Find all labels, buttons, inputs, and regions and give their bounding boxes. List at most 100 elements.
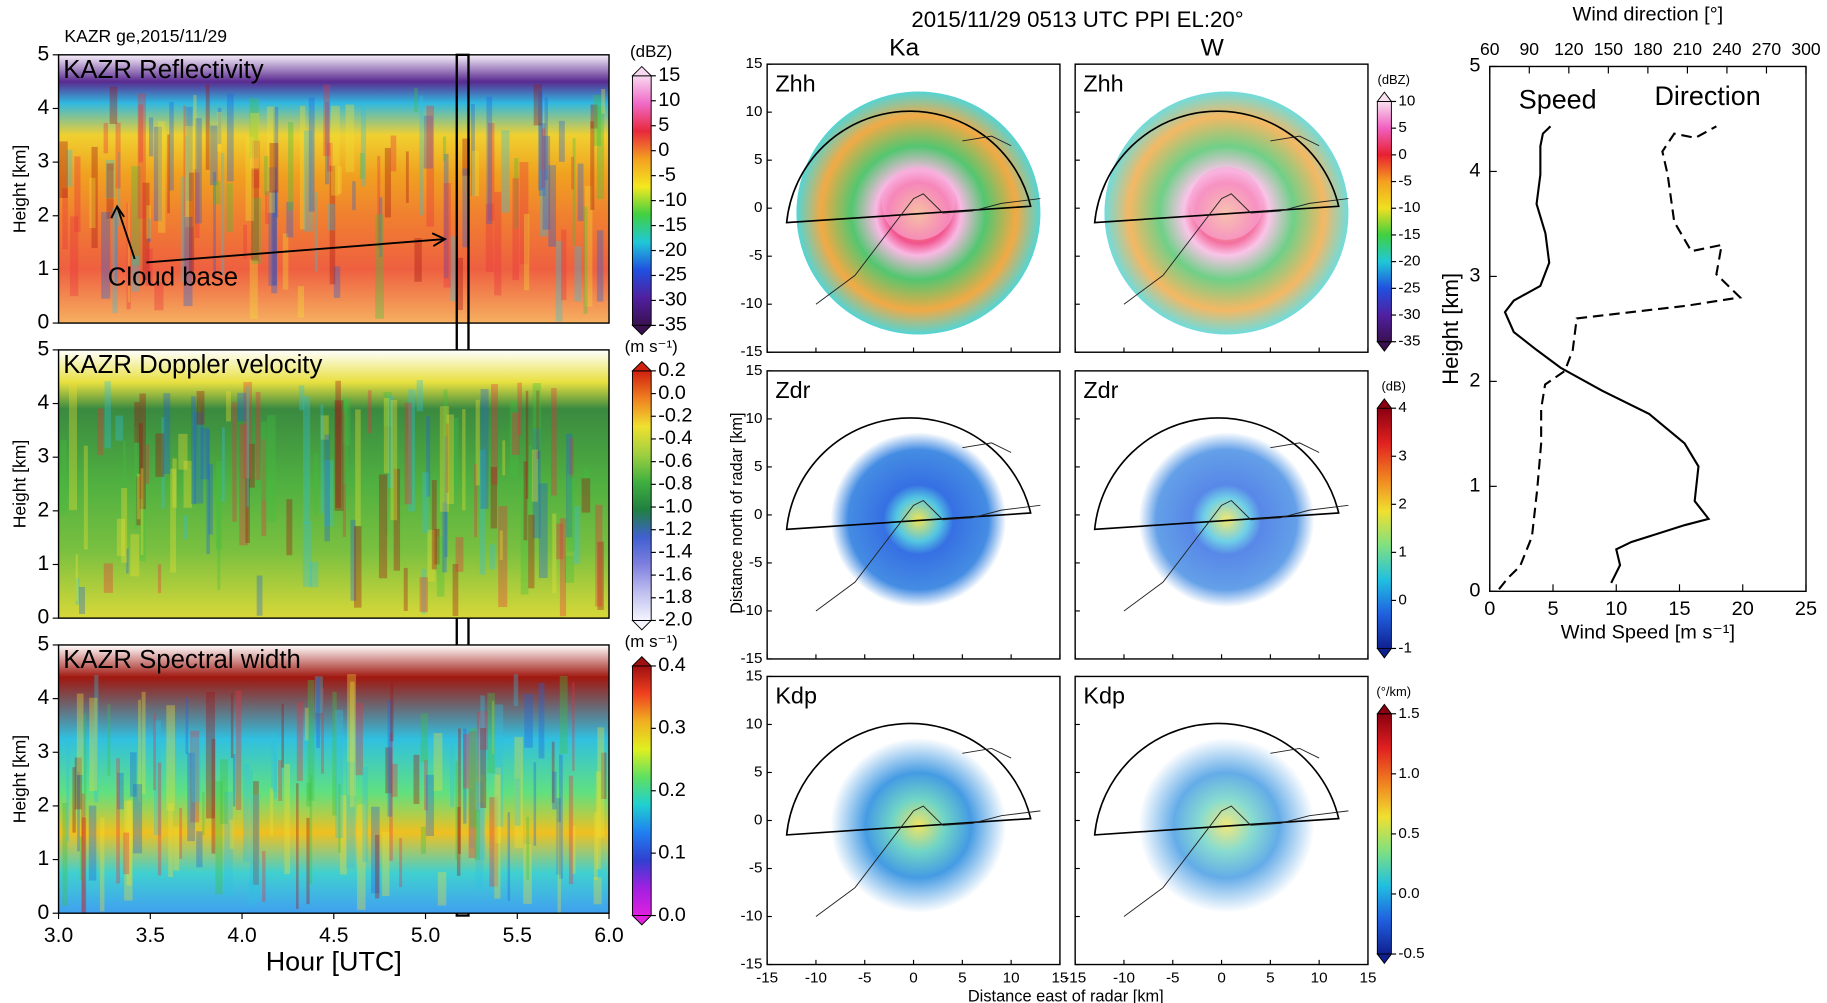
field-texture — [594, 877, 602, 904]
field-texture — [494, 775, 500, 899]
field-texture — [89, 178, 95, 228]
x-tick-label: -10 — [1113, 970, 1135, 987]
colorbar-tick-label: 2 — [1398, 495, 1406, 512]
field-texture — [163, 393, 170, 474]
field-texture — [362, 767, 368, 862]
colorbar-tick-label: 0.0 — [1398, 885, 1419, 902]
field-texture — [406, 151, 409, 202]
y-tick-label: -15 — [740, 650, 762, 667]
field-texture — [462, 409, 465, 510]
x2-tick-label: 120 — [1554, 39, 1584, 59]
field-texture — [308, 680, 315, 801]
field-texture — [404, 568, 408, 611]
field-texture — [355, 409, 361, 525]
field-texture — [74, 156, 80, 231]
field-texture — [476, 400, 480, 486]
colorbar-tick-label: -25 — [1398, 279, 1420, 296]
field-texture — [524, 694, 533, 748]
colorbar-tick-label: -25 — [658, 264, 687, 286]
field-texture — [265, 191, 269, 224]
field-texture — [84, 446, 88, 550]
x-tick-label: 0 — [1484, 598, 1495, 620]
field-texture — [184, 515, 188, 539]
field-texture — [391, 400, 398, 520]
field-texture — [534, 762, 536, 845]
annotation: Cloud base — [108, 264, 238, 292]
y-tick-label: 4 — [37, 686, 49, 709]
x-tick-label: -5 — [1166, 970, 1180, 987]
field-texture — [450, 741, 454, 808]
field-texture — [178, 434, 187, 470]
x-tick-label: 5 — [958, 970, 966, 987]
field-texture — [417, 380, 423, 411]
colorbar-tick-label: -5 — [1398, 173, 1412, 190]
y-tick-label: -5 — [749, 860, 763, 877]
field-texture — [222, 427, 225, 502]
y-tick-label: 1 — [37, 257, 49, 280]
y-tick-label: 2 — [37, 498, 49, 521]
field-texture — [514, 674, 519, 706]
x-tick-label: 10 — [1311, 970, 1328, 987]
field-texture — [560, 676, 568, 754]
field-texture — [296, 783, 299, 909]
field-texture — [414, 88, 418, 112]
y-tick-label: 5 — [37, 337, 49, 360]
field-texture — [567, 474, 575, 551]
field-texture — [123, 833, 129, 875]
field-texture — [601, 89, 605, 114]
x-tick-label: -10 — [805, 970, 827, 987]
y-tick-label: 3 — [1469, 265, 1480, 287]
field-texture — [100, 818, 104, 912]
field-texture — [213, 181, 220, 204]
colorbar-tick-label: 0.5 — [1398, 825, 1419, 842]
field-texture — [60, 440, 66, 514]
field-label: Kdp — [1083, 683, 1125, 709]
y-tick-label: 5 — [1469, 55, 1480, 77]
field-texture — [426, 106, 434, 227]
field-texture — [142, 692, 146, 794]
field-texture — [153, 713, 156, 790]
colorbar-tick-label: -5 — [658, 164, 676, 186]
field-texture — [491, 467, 497, 528]
field-texture — [552, 772, 556, 810]
field-texture — [434, 733, 443, 791]
field-texture — [595, 505, 602, 607]
field-texture — [286, 499, 292, 555]
y-tick-label: 4 — [1469, 160, 1480, 182]
y-tick-label: 15 — [746, 667, 763, 684]
field-texture — [196, 831, 202, 867]
x-tick-label: 25 — [1795, 598, 1817, 620]
y-tick-label: -15 — [740, 343, 762, 360]
x-tick-label: 4.5 — [319, 924, 348, 947]
figure-root: KAZR ge,2015/11/29 012345Height [km]KAZR… — [10, 3, 1821, 1003]
colorbar-label: (dBZ) — [1378, 72, 1410, 87]
field-texture — [172, 459, 176, 508]
x2-tick-label: 270 — [1752, 39, 1782, 59]
colorbar-tick-label: -35 — [1398, 333, 1420, 350]
field-texture — [512, 413, 520, 455]
field-texture — [284, 764, 290, 874]
field-texture — [420, 577, 428, 612]
field-texture — [166, 705, 175, 810]
field-texture — [262, 851, 265, 902]
field-texture — [390, 683, 393, 742]
y-axis-title: Height [km] — [10, 145, 30, 233]
colorbar-tick-label: -1.8 — [658, 586, 692, 608]
y-tick-label: 10 — [746, 716, 763, 733]
field-texture — [250, 259, 258, 319]
colorbar-arrow — [1377, 92, 1391, 101]
field-texture — [472, 151, 479, 196]
colorbar-tick-label: 1.5 — [1398, 705, 1419, 722]
x2-tick-label: 90 — [1520, 39, 1540, 59]
field-texture — [76, 554, 78, 601]
field-texture — [426, 775, 434, 836]
profile-line — [1505, 126, 1709, 583]
field-texture — [502, 440, 505, 475]
field-texture — [573, 138, 576, 246]
field-texture — [569, 776, 573, 884]
series-label: Speed — [1519, 85, 1597, 115]
y-tick-label: 2 — [1469, 370, 1480, 392]
field-texture — [414, 238, 421, 282]
field-texture — [104, 381, 110, 448]
field-texture — [385, 148, 391, 217]
